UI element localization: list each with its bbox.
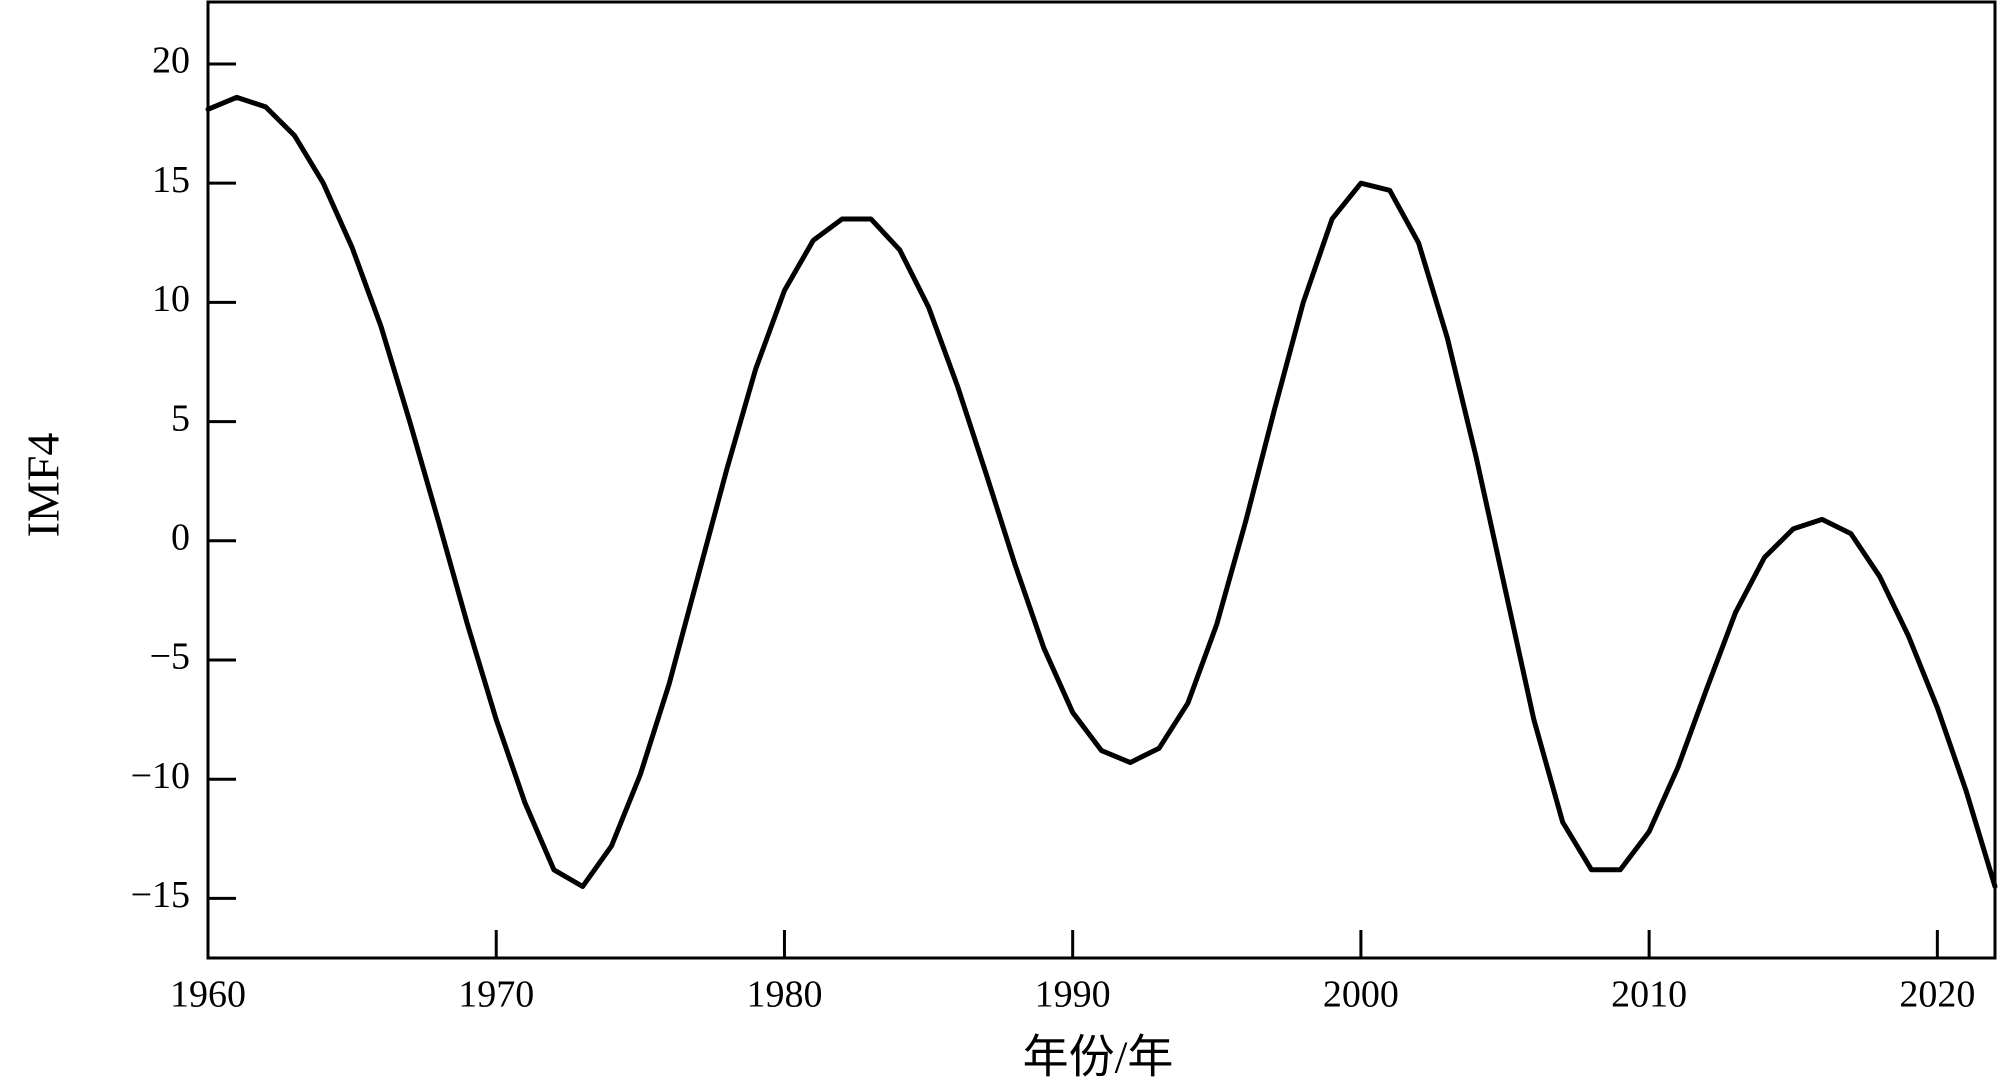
plot-frame (206, 0, 1997, 960)
y-tick-label: 20 (152, 40, 190, 82)
x-tick-label: 1970 (458, 974, 534, 1016)
x-tick-label: 2020 (1899, 974, 1975, 1016)
y-tick-label: −10 (131, 755, 190, 797)
y-tick-label: 10 (152, 278, 190, 320)
y-tick-label: −5 (150, 636, 190, 678)
y-axis-title: IMF4 (18, 433, 69, 538)
y-tick-label: 0 (171, 517, 190, 559)
x-tick-label: 2010 (1611, 974, 1687, 1016)
x-tick-label: 1990 (1035, 974, 1111, 1016)
y-tick-label: −15 (131, 874, 190, 916)
x-tick-label: 1980 (746, 974, 822, 1016)
y-tick-label: 15 (152, 159, 190, 201)
x-axis-title: 年份/年 (1023, 1032, 1174, 1083)
x-tick-label: 1960 (170, 974, 246, 1016)
y-tick-label: 5 (171, 397, 190, 439)
data-line (205, 94, 1998, 889)
x-tick-label: 2000 (1323, 974, 1399, 1016)
